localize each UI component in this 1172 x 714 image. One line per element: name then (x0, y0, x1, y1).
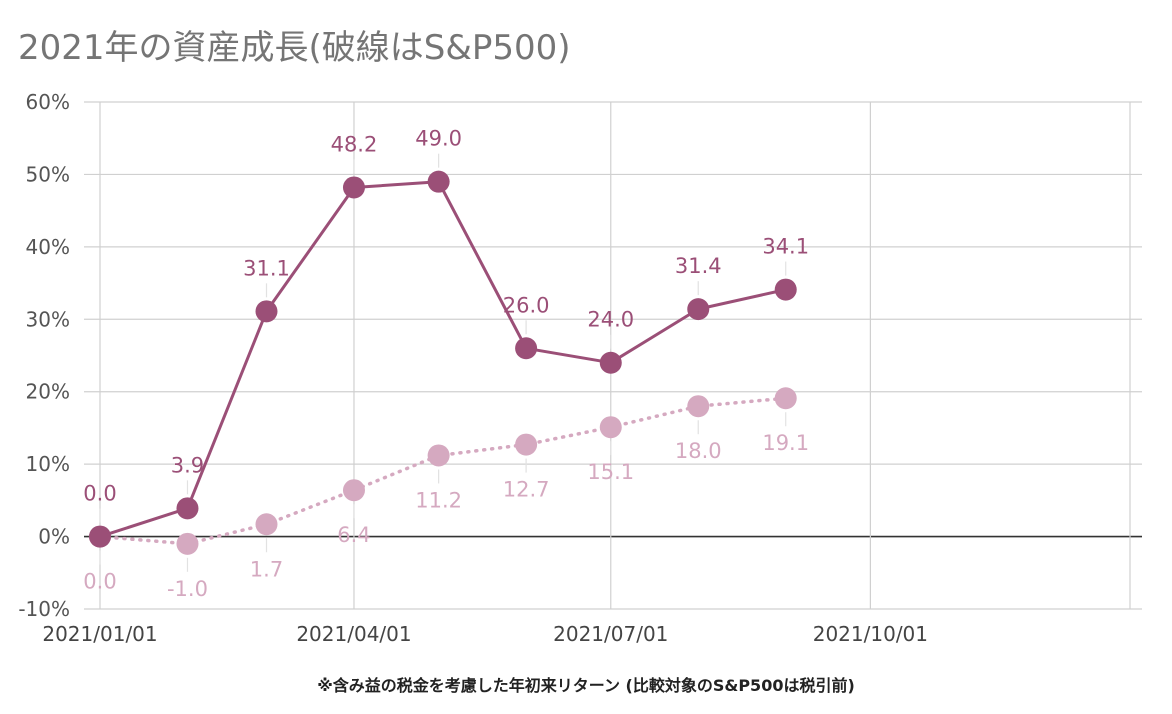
benchmark-data-label: 18.0 (675, 439, 722, 463)
asset-point (255, 300, 278, 323)
x-tick-label: 2021/04/01 (296, 622, 411, 646)
benchmark-point (427, 444, 450, 467)
benchmark-data-label: 15.1 (587, 460, 634, 484)
asset-data-label: 49.0 (415, 127, 462, 151)
asset-data-label: 24.0 (587, 308, 634, 332)
benchmark-data-label: 1.7 (250, 557, 283, 581)
chart-footnote: ※含み益の税金を考慮した年初来リターン (比較対象のS&P500は税引前) (317, 676, 855, 695)
asset-point (515, 337, 538, 360)
asset-point (427, 170, 450, 193)
x-tick-label: 2021/01/01 (42, 622, 157, 646)
benchmark-data-label: 12.7 (503, 478, 550, 502)
asset-data-label: 34.1 (762, 235, 809, 259)
benchmark-data-label: 6.4 (337, 523, 370, 547)
asset-point (599, 351, 622, 374)
benchmark-point (515, 433, 538, 456)
x-tick-label: 2021/07/01 (553, 622, 668, 646)
asset-point (176, 497, 199, 520)
y-tick-label: 0% (38, 525, 70, 549)
y-tick-label: 30% (26, 307, 70, 331)
asset-data-label: 31.4 (675, 254, 722, 278)
benchmark-data-label: 19.1 (762, 431, 809, 455)
y-tick-label: -10% (18, 597, 70, 621)
asset-point (342, 176, 365, 199)
x-tick-label: 2021/10/01 (813, 622, 928, 646)
asset-point (687, 298, 710, 321)
asset-line (98, 180, 788, 539)
asset-point (774, 278, 797, 301)
benchmark-data-label: 11.2 (415, 488, 462, 512)
y-tick-label: 50% (26, 162, 70, 186)
asset-point (89, 525, 111, 548)
asset-data-label: 3.9 (171, 453, 204, 477)
chart-title: 2021年の資産成長(破線はS&P500) (18, 28, 571, 68)
benchmark-point (774, 387, 797, 410)
benchmark-point (599, 416, 622, 439)
benchmark-data-label: -1.0 (167, 577, 208, 601)
y-tick-label: 60% (26, 90, 70, 114)
y-tick-label: 40% (26, 235, 70, 259)
asset-data-label: 31.1 (243, 256, 290, 280)
benchmark-point (687, 395, 710, 418)
benchmark-data-label: 0.0 (83, 570, 116, 594)
asset-data-label: 26.0 (503, 293, 550, 317)
benchmark-point (176, 532, 199, 555)
benchmark-point (342, 479, 365, 502)
y-tick-label: 10% (26, 452, 70, 476)
benchmark-point (255, 513, 278, 536)
y-tick-label: 20% (26, 380, 70, 404)
asset-data-label: 48.2 (331, 132, 378, 156)
asset-data-label: 0.0 (83, 482, 116, 506)
